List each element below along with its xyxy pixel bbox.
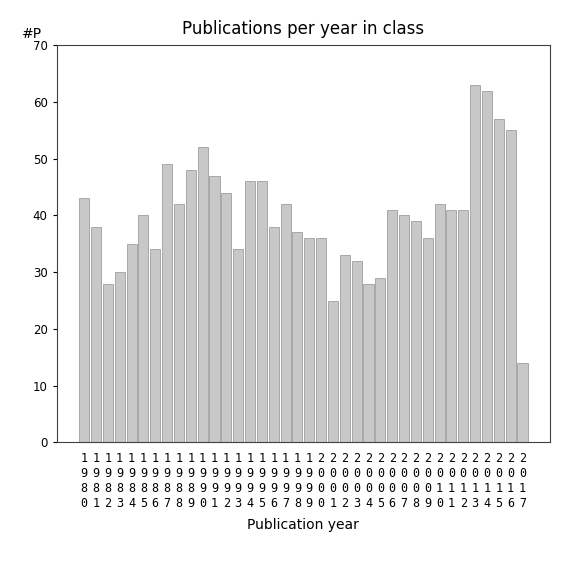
Bar: [174, 204, 184, 442]
Bar: [281, 204, 291, 442]
Bar: [186, 170, 196, 442]
Bar: [138, 215, 149, 442]
Bar: [221, 193, 231, 442]
Bar: [387, 210, 397, 442]
Bar: [446, 210, 456, 442]
Bar: [328, 301, 338, 442]
X-axis label: Publication year: Publication year: [247, 518, 359, 532]
Bar: [233, 249, 243, 442]
Bar: [257, 181, 267, 442]
Bar: [91, 227, 101, 442]
Bar: [198, 147, 208, 442]
Bar: [293, 232, 302, 442]
Bar: [375, 278, 386, 442]
Bar: [399, 215, 409, 442]
Bar: [458, 210, 468, 442]
Bar: [126, 244, 137, 442]
Bar: [150, 249, 160, 442]
Bar: [470, 85, 480, 442]
Bar: [269, 227, 279, 442]
Bar: [411, 221, 421, 442]
Title: Publications per year in class: Publications per year in class: [182, 20, 425, 38]
Bar: [79, 198, 89, 442]
Bar: [518, 363, 527, 442]
Bar: [115, 272, 125, 442]
Bar: [162, 164, 172, 442]
Bar: [363, 284, 374, 442]
Bar: [316, 238, 326, 442]
Bar: [506, 130, 516, 442]
Bar: [482, 91, 492, 442]
Bar: [494, 119, 504, 442]
Bar: [209, 176, 219, 442]
Bar: [352, 261, 362, 442]
Text: #P: #P: [22, 27, 43, 41]
Bar: [304, 238, 314, 442]
Bar: [434, 204, 445, 442]
Bar: [340, 255, 350, 442]
Bar: [245, 181, 255, 442]
Bar: [103, 284, 113, 442]
Bar: [423, 238, 433, 442]
